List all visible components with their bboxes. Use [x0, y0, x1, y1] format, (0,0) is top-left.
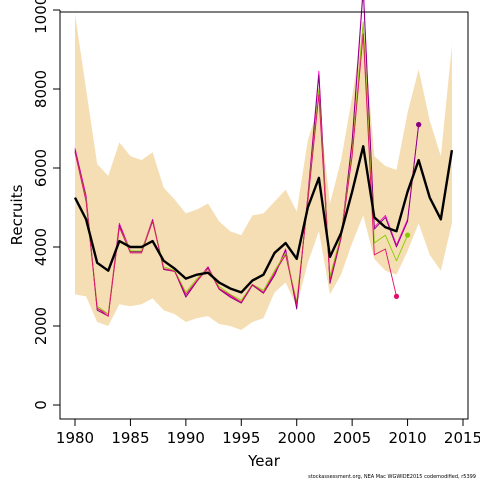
x-tick-label-2000: 2000	[278, 429, 316, 447]
x-tick-label-1980: 1980	[56, 429, 94, 447]
x-axis: 1980 1985 1990 1995 2000 2005 2010 2015	[56, 418, 480, 447]
y-axis: 0 2000 4000 6000 8000 10000	[32, 0, 61, 410]
x-tick-label-2010: 2010	[388, 429, 426, 447]
y-axis-title: Recruits	[8, 184, 26, 245]
y-tick-label-4000: 4000	[32, 228, 50, 266]
x-tick-label-1990: 1990	[167, 429, 205, 447]
series-endpoint-3	[393, 293, 400, 299]
x-tick-label-1995: 1995	[222, 429, 260, 447]
x-tick-label-1985: 1985	[111, 429, 149, 447]
x-axis-title: Year	[247, 452, 281, 470]
y-tick-label-6000: 6000	[32, 149, 50, 187]
series-endpoint-1	[416, 121, 422, 128]
confidence-band-layer	[75, 13, 452, 330]
footnote: stockassessment.org, NEA Mac WGWIDE2015 …	[308, 474, 476, 480]
y-tick-label-2000: 2000	[32, 307, 50, 345]
y-tick-label-8000: 8000	[32, 70, 50, 108]
confidence-band	[75, 13, 452, 330]
y-tick-label-10000: 10000	[32, 0, 50, 34]
series-line-main	[73, 145, 454, 294]
x-tick-label-2015: 2015	[444, 429, 480, 447]
x-tick-label-2005: 2005	[333, 429, 371, 447]
y-tick-label-0: 0	[32, 400, 50, 410]
series-endpoint-2	[404, 232, 411, 238]
